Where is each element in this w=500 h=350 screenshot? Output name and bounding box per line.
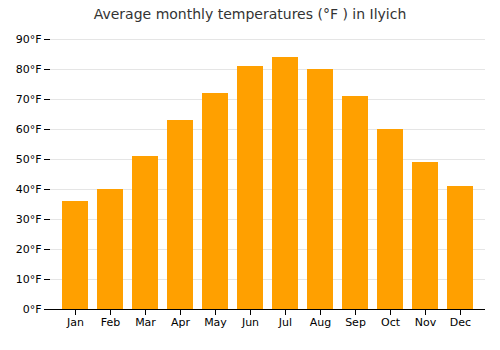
- svg-text:Apr: Apr: [171, 316, 191, 329]
- svg-text:10°F: 10°F: [16, 273, 42, 286]
- svg-text:30°F: 30°F: [16, 213, 42, 226]
- svg-text:0°F: 0°F: [23, 303, 42, 316]
- html-text:Average monthly temperatures (: Average monthly temperatures (°F ) in Il…: [93, 6, 407, 22]
- svg-text:Aug: Aug: [310, 316, 331, 329]
- svg-text:70°F: 70°F: [16, 93, 42, 106]
- svg-text:Jan: Jan: [66, 316, 84, 329]
- svg-text:60°F: 60°F: [16, 123, 42, 136]
- svg-text:20°F: 20°F: [16, 243, 42, 256]
- svg-text:40°F: 40°F: [16, 183, 42, 196]
- svg-text:Sep: Sep: [345, 316, 366, 329]
- svg-text:Mar: Mar: [135, 316, 156, 329]
- svg-text:Dec: Dec: [450, 316, 471, 329]
- svg-text:May: May: [204, 316, 227, 329]
- svg-text:Oct: Oct: [381, 316, 401, 329]
- svg-text:Feb: Feb: [101, 316, 120, 329]
- svg-text:80°F: 80°F: [16, 63, 42, 76]
- svg-text:50°F: 50°F: [16, 153, 42, 166]
- svg-text:90°F: 90°F: [16, 33, 42, 46]
- svg-text:Jun: Jun: [241, 316, 259, 329]
- svg-text:Jul: Jul: [278, 316, 292, 329]
- svg-text:Nov: Nov: [415, 316, 437, 329]
